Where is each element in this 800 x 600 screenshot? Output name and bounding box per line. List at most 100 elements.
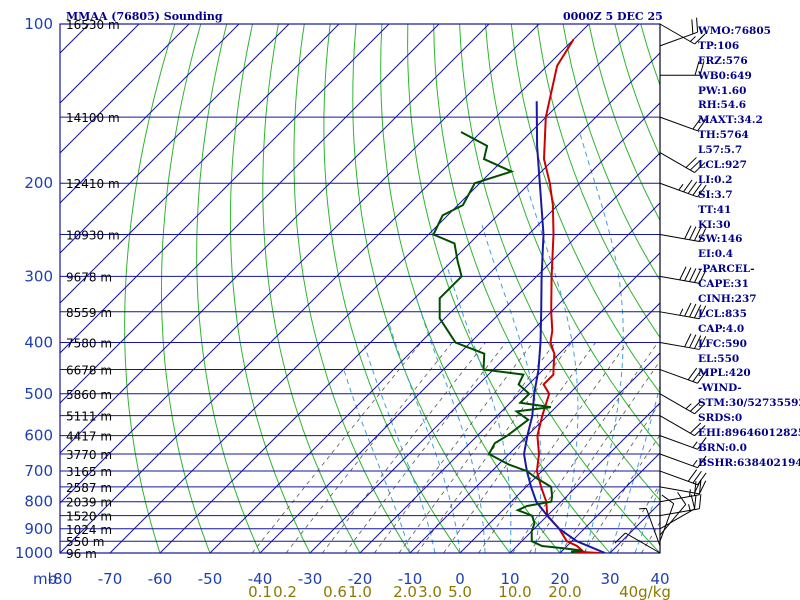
pressure-tick-label: 300 (24, 267, 53, 285)
temperature-tick-label: -20 (348, 570, 373, 588)
temperature-tick-label: -80 (48, 570, 73, 588)
height-label: 2587 m (66, 481, 112, 495)
moist-adiabat (446, 264, 512, 553)
moist-adiabat (364, 345, 436, 553)
moist-adiabat (634, 484, 660, 553)
index-value: LI:0.2 (698, 173, 733, 186)
mixing-ratio-label: 5.0 (448, 583, 472, 600)
sounding-traces (432, 38, 606, 553)
wind-barb (614, 532, 661, 554)
height-label: 6678 m (66, 364, 112, 378)
temperature-tick-label: -10 (398, 570, 423, 588)
wind-barb (659, 494, 696, 530)
height-label: 10930 m (66, 229, 120, 243)
height-label: 12410 m (66, 177, 120, 191)
height-label: 96 m (66, 547, 97, 561)
index-value: MPL:420 (698, 367, 751, 380)
height-label: 8559 m (66, 306, 112, 320)
isotherm (60, 24, 190, 154)
temperature-tick-label: 0 (455, 570, 465, 588)
index-value: BRN:0.0 (698, 441, 747, 454)
index-value: PW:1.60 (698, 84, 747, 97)
mixing-ratio-label: 10.0 (498, 583, 531, 600)
index-value: LCL:835 (698, 307, 747, 320)
wind-barb (659, 393, 706, 415)
isotherm (309, 202, 660, 553)
temperature-tick-label: -50 (198, 570, 223, 588)
mixing-ratio-label: 0.1 (248, 583, 272, 600)
index-value: MAXT:34.2 (698, 114, 763, 127)
height-label: 9678 m (66, 270, 112, 284)
pressure-tick-label: 900 (24, 520, 53, 538)
height-label: 3165 m (66, 465, 112, 479)
isotherm (60, 24, 340, 304)
pressure-unit-label: mb (33, 570, 57, 588)
height-label: 550 m (66, 535, 104, 549)
height-label: 5111 m (66, 410, 112, 424)
mixing-ratio-line (344, 342, 507, 553)
indices-panel: WMO:76805 TP:106 FRZ:576 WB0:649 PW:1.60 RH:5… (698, 24, 800, 471)
temperature-tick-label: 30 (600, 570, 619, 588)
mixing-ratio-label: 1.0 (348, 583, 372, 600)
index-value: LFC:590 (698, 337, 747, 350)
mixing-ratio-label: 0.6 (323, 583, 347, 600)
index-value: WMO:76805 (698, 25, 771, 37)
wind-barb (659, 494, 675, 542)
wind-barb (659, 266, 707, 284)
index-value: TT:41 (698, 203, 732, 216)
mixing-ratio-label: 2.0 (393, 583, 417, 600)
mixing-ratio-line (398, 342, 556, 553)
index-value: CAPE:31 (698, 278, 749, 291)
isotherm (259, 152, 660, 553)
temperature-tick-label: 20 (550, 570, 569, 588)
wind-barb (659, 415, 706, 437)
isotherm (359, 252, 660, 553)
height-label: 3770 m (66, 448, 112, 462)
temperature-tick-label: -30 (298, 570, 323, 588)
mixing-ratio-line (374, 342, 534, 553)
wind-barb (659, 17, 699, 47)
moist-adiabat (481, 224, 542, 553)
temperature-tick-label: -70 (98, 570, 123, 588)
dry-adiabat (293, 24, 411, 553)
sounding-trace (535, 38, 601, 553)
mixing-ratio-label: 0.2 (273, 583, 297, 600)
isotherm (60, 24, 390, 354)
isotherm (60, 24, 440, 404)
index-value: EL:550 (698, 352, 740, 365)
height-label: 4417 m (66, 430, 112, 444)
wind-barb (659, 333, 707, 350)
index-value: CAP:4.0 (698, 322, 745, 335)
wind-barb (659, 435, 707, 450)
pressure-tick-label: 1000 (15, 544, 53, 562)
isotherm (559, 452, 660, 553)
temperature-tick-label: -60 (148, 570, 173, 588)
wind-barb (659, 302, 707, 320)
pressure-tick-label: 700 (24, 462, 53, 480)
valid-time: 0000Z 5 DEC 25 (563, 10, 663, 23)
index-value: EI:0.4 (698, 248, 734, 261)
pressure-tick-label: 200 (24, 174, 53, 192)
mixing-ratio-label: 20.0 (548, 583, 581, 600)
wind-barb (639, 507, 661, 547)
mixing-ratio-line (251, 342, 422, 553)
height-label: 2039 m (66, 496, 112, 510)
temperature-tick-label: 40 (650, 570, 669, 588)
wind-barb (659, 179, 707, 198)
index-value: LCL:927 (698, 159, 747, 172)
pressure-tick-label: 400 (24, 333, 53, 351)
moist-adiabat (609, 117, 660, 553)
isotherm (60, 24, 290, 254)
temperature-tick-label: 10 (500, 570, 519, 588)
background-lines (59, 23, 661, 554)
temperature-tick-label: -40 (248, 570, 273, 588)
index-value: WB0:649 (698, 69, 752, 82)
isotherm (459, 352, 660, 553)
index-value: L57:5.7 (698, 144, 743, 157)
isotherm (209, 102, 660, 553)
wind-barb (659, 479, 707, 495)
pressure-tick-label: 600 (24, 427, 53, 445)
dry-adiabat (323, 24, 461, 553)
isotherm (60, 24, 590, 553)
